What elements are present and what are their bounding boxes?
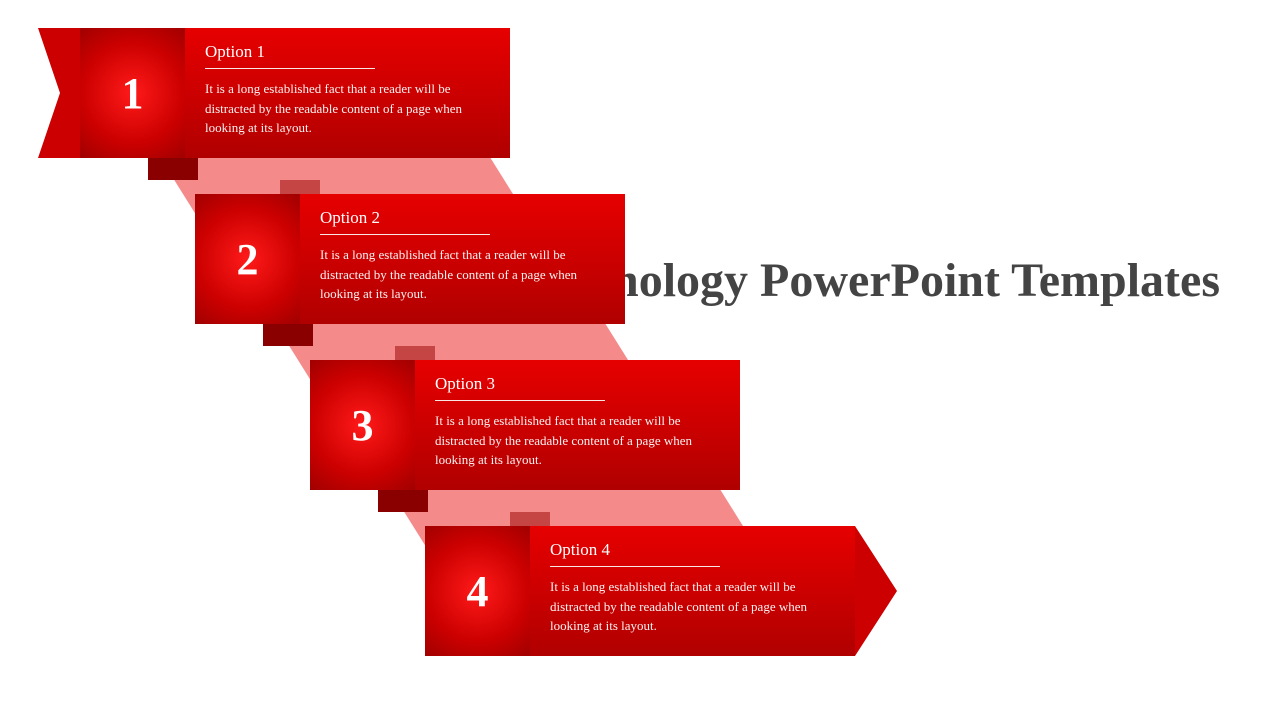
option-block-1: 1 Option 1 It is a long established fact…	[80, 28, 510, 158]
option-description: It is a long established fact that a rea…	[435, 411, 720, 470]
option-number: 4	[467, 566, 489, 617]
option-number: 3	[352, 400, 374, 451]
ribbon-tail-right	[855, 526, 897, 656]
option-title: Option 2	[320, 208, 605, 228]
content-box-3: Option 3 It is a long established fact t…	[415, 360, 740, 490]
fold-2	[263, 324, 313, 346]
fold-3-top	[395, 346, 435, 360]
divider	[550, 566, 720, 567]
number-box-1: 1	[80, 28, 185, 158]
option-title: Option 3	[435, 374, 720, 394]
content-box-1: Option 1 It is a long established fact t…	[185, 28, 510, 158]
divider	[205, 68, 375, 69]
number-box-2: 2	[195, 194, 300, 324]
option-description: It is a long established fact that a rea…	[205, 79, 490, 138]
number-box-4: 4	[425, 526, 530, 656]
option-title: Option 4	[550, 540, 835, 560]
option-number: 2	[237, 234, 259, 285]
option-block-4: 4 Option 4 It is a long established fact…	[425, 526, 855, 656]
fold-3	[378, 490, 428, 512]
content-box-4: Option 4 It is a long established fact t…	[530, 526, 855, 656]
fold-4-top	[510, 512, 550, 526]
content-box-2: Option 2 It is a long established fact t…	[300, 194, 625, 324]
option-title: Option 1	[205, 42, 490, 62]
number-box-3: 3	[310, 360, 415, 490]
ribbon-tail-left	[38, 28, 80, 158]
divider	[320, 234, 490, 235]
option-number: 1	[122, 68, 144, 119]
option-block-3: 3 Option 3 It is a long established fact…	[310, 360, 740, 490]
option-description: It is a long established fact that a rea…	[550, 577, 835, 636]
fold-2-top	[280, 180, 320, 194]
divider	[435, 400, 605, 401]
fold-1	[148, 158, 198, 180]
option-description: It is a long established fact that a rea…	[320, 245, 605, 304]
option-block-2: 2 Option 2 It is a long established fact…	[195, 194, 625, 324]
